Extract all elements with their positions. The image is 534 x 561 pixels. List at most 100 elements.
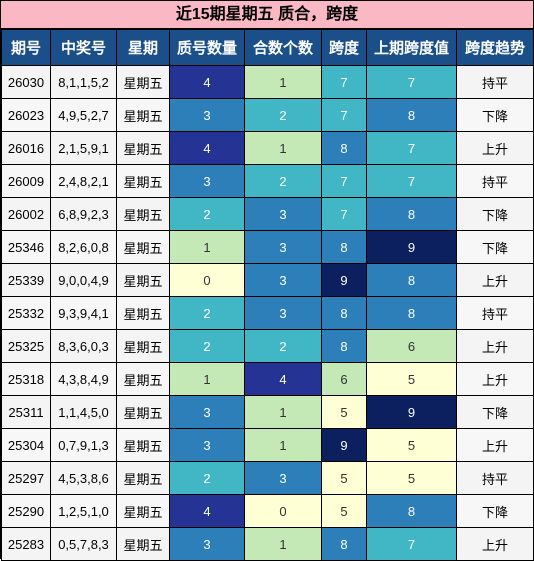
cell-span-trend: 上升 bbox=[456, 428, 534, 462]
header-span: 跨度 bbox=[321, 29, 367, 66]
cell-span-trend: 下降 bbox=[456, 230, 534, 264]
cell-numbers: 2,4,8,2,1 bbox=[50, 164, 117, 198]
cell-span-trend: 上升 bbox=[456, 362, 534, 396]
cell-prime-count: 0 bbox=[169, 263, 245, 297]
table-row: 25283 0,5,7,8,3 星期五 3 1 8 7 上升 bbox=[1, 527, 534, 561]
table-row: 25297 4,5,3,8,6 星期五 2 3 5 5 持平 bbox=[1, 461, 534, 495]
header-span-trend: 跨度趋势 bbox=[456, 29, 534, 66]
cell-numbers: 9,0,0,4,9 bbox=[50, 263, 117, 297]
cell-weekday: 星期五 bbox=[116, 230, 170, 264]
cell-weekday: 星期五 bbox=[116, 263, 170, 297]
cell-numbers: 1,1,4,5,0 bbox=[50, 395, 117, 429]
cell-weekday: 星期五 bbox=[116, 494, 170, 528]
cell-prev-span: 7 bbox=[366, 131, 457, 165]
cell-span: 5 bbox=[321, 395, 367, 429]
cell-prime-count: 2 bbox=[169, 197, 245, 231]
cell-span-trend: 下降 bbox=[456, 494, 534, 528]
cell-weekday: 星期五 bbox=[116, 65, 170, 99]
table-body: 26030 8,1,1,5,2 星期五 4 1 7 7 持平 26023 4,9,5,2,7 星期五… bbox=[1, 65, 534, 561]
cell-span: 8 bbox=[321, 329, 367, 363]
cell-numbers: 2,1,5,9,1 bbox=[50, 131, 117, 165]
cell-issue: 25290 bbox=[1, 494, 51, 528]
cell-issue: 26016 bbox=[1, 131, 51, 165]
cell-span-trend: 上升 bbox=[456, 527, 534, 561]
header-issue: 期号 bbox=[1, 29, 51, 66]
cell-prev-span: 8 bbox=[366, 494, 457, 528]
cell-composite-count: 4 bbox=[244, 362, 322, 396]
cell-prime-count: 1 bbox=[169, 362, 245, 396]
cell-prev-span: 8 bbox=[366, 263, 457, 297]
cell-weekday: 星期五 bbox=[116, 527, 170, 561]
table-row: 26016 2,1,5,9,1 星期五 4 1 8 7 上升 bbox=[1, 131, 534, 165]
cell-span-trend: 下降 bbox=[456, 395, 534, 429]
cell-span: 9 bbox=[321, 263, 367, 297]
table-row: 26009 2,4,8,2,1 星期五 3 2 7 7 持平 bbox=[1, 164, 534, 198]
header-weekday: 星期 bbox=[116, 29, 170, 66]
table-title: 近15期星期五 质合，跨度 bbox=[1, 1, 533, 29]
cell-numbers: 1,2,5,1,0 bbox=[50, 494, 117, 528]
table-row: 25311 1,1,4,5,0 星期五 3 1 5 9 下降 bbox=[1, 395, 534, 429]
cell-weekday: 星期五 bbox=[116, 131, 170, 165]
cell-issue: 25339 bbox=[1, 263, 51, 297]
header-prime-count: 质号数量 bbox=[169, 29, 245, 66]
cell-composite-count: 1 bbox=[244, 131, 322, 165]
cell-span: 9 bbox=[321, 428, 367, 462]
cell-prev-span: 8 bbox=[366, 197, 457, 231]
cell-weekday: 星期五 bbox=[116, 296, 170, 330]
cell-composite-count: 3 bbox=[244, 197, 322, 231]
cell-issue: 25297 bbox=[1, 461, 51, 495]
cell-issue: 25311 bbox=[1, 395, 51, 429]
cell-span-trend: 持平 bbox=[456, 296, 534, 330]
header-composite-count: 合数个数 bbox=[244, 29, 322, 66]
cell-span: 8 bbox=[321, 527, 367, 561]
table-row: 26030 8,1,1,5,2 星期五 4 1 7 7 持平 bbox=[1, 65, 534, 99]
cell-prev-span: 9 bbox=[366, 230, 457, 264]
cell-span-trend: 持平 bbox=[456, 65, 534, 99]
cell-prev-span: 7 bbox=[366, 164, 457, 198]
cell-issue: 25304 bbox=[1, 428, 51, 462]
cell-prime-count: 2 bbox=[169, 296, 245, 330]
table-row: 25290 1,2,5,1,0 星期五 4 0 5 8 下降 bbox=[1, 494, 534, 528]
cell-prime-count: 4 bbox=[169, 131, 245, 165]
cell-composite-count: 1 bbox=[244, 65, 322, 99]
cell-weekday: 星期五 bbox=[116, 164, 170, 198]
cell-weekday: 星期五 bbox=[116, 461, 170, 495]
cell-composite-count: 1 bbox=[244, 428, 322, 462]
cell-prime-count: 4 bbox=[169, 65, 245, 99]
cell-prime-count: 2 bbox=[169, 329, 245, 363]
cell-prev-span: 8 bbox=[366, 296, 457, 330]
cell-span: 7 bbox=[321, 164, 367, 198]
table-row: 25346 8,2,6,0,8 星期五 1 3 8 9 下降 bbox=[1, 230, 534, 264]
table-row: 25318 4,3,8,4,9 星期五 1 4 6 5 上升 bbox=[1, 362, 534, 396]
cell-span-trend: 上升 bbox=[456, 263, 534, 297]
stats-table: 期号 中奖号 星期 质号数量 合数个数 跨度 上期跨度值 跨度趋势 26030 8… bbox=[1, 29, 534, 561]
cell-issue: 26023 bbox=[1, 98, 51, 132]
table-row: 25339 9,0,0,4,9 星期五 0 3 9 8 上升 bbox=[1, 263, 534, 297]
cell-numbers: 4,3,8,4,9 bbox=[50, 362, 117, 396]
cell-issue: 25332 bbox=[1, 296, 51, 330]
header-numbers: 中奖号 bbox=[50, 29, 117, 66]
cell-span: 6 bbox=[321, 362, 367, 396]
table-row: 25325 8,3,6,0,3 星期五 2 2 8 6 上升 bbox=[1, 329, 534, 363]
cell-prime-count: 3 bbox=[169, 395, 245, 429]
cell-prev-span: 6 bbox=[366, 329, 457, 363]
cell-composite-count: 0 bbox=[244, 494, 322, 528]
cell-prev-span: 9 bbox=[366, 395, 457, 429]
cell-span-trend: 持平 bbox=[456, 164, 534, 198]
cell-numbers: 8,1,1,5,2 bbox=[50, 65, 117, 99]
cell-prev-span: 5 bbox=[366, 362, 457, 396]
cell-issue: 26009 bbox=[1, 164, 51, 198]
cell-prime-count: 1 bbox=[169, 230, 245, 264]
cell-numbers: 0,7,9,1,3 bbox=[50, 428, 117, 462]
cell-composite-count: 3 bbox=[244, 296, 322, 330]
cell-weekday: 星期五 bbox=[116, 362, 170, 396]
cell-prime-count: 3 bbox=[169, 164, 245, 198]
cell-span: 8 bbox=[321, 230, 367, 264]
cell-weekday: 星期五 bbox=[116, 98, 170, 132]
cell-prime-count: 4 bbox=[169, 494, 245, 528]
cell-prev-span: 5 bbox=[366, 428, 457, 462]
cell-prev-span: 5 bbox=[366, 461, 457, 495]
cell-span: 8 bbox=[321, 131, 367, 165]
header-row: 期号 中奖号 星期 质号数量 合数个数 跨度 上期跨度值 跨度趋势 bbox=[1, 29, 534, 66]
